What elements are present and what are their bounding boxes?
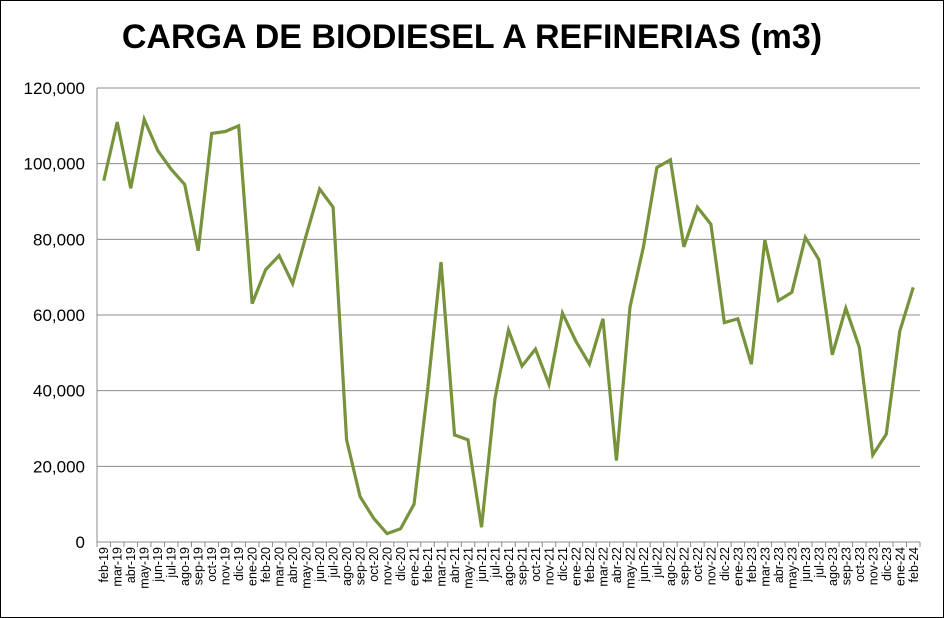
- x-tick-label: may-22: [623, 547, 637, 589]
- x-tick-label: ago-19: [178, 547, 192, 586]
- x-tick-label: may-23: [785, 547, 799, 589]
- x-tick-label: may-20: [300, 547, 314, 589]
- x-tick-label: ene-22: [569, 547, 583, 586]
- x-tick-label: jul-21: [489, 547, 503, 579]
- gridlines: [97, 87, 920, 467]
- x-tick-label: feb-19: [97, 547, 111, 582]
- x-tick-label: jul-23: [812, 547, 826, 579]
- y-tick-label: 60,000: [33, 306, 85, 325]
- x-tick-label: may-19: [138, 547, 152, 589]
- x-tick-label: dic-22: [718, 547, 732, 581]
- x-tick-label: ago-21: [502, 547, 516, 586]
- x-tick-label: oct-19: [205, 547, 219, 582]
- x-tick-label: feb-20: [259, 547, 273, 582]
- x-tick-label: abr-19: [124, 547, 138, 583]
- x-tick-label: jul-20: [327, 547, 341, 579]
- x-tick-label: sep-23: [839, 547, 853, 585]
- x-tick-label: mar-21: [435, 547, 449, 587]
- x-tick-label: abr-23: [772, 547, 786, 583]
- x-tick-label: sep-20: [354, 547, 368, 585]
- x-tick-label: jul-19: [165, 547, 179, 579]
- x-tick-label: ago-23: [826, 547, 840, 586]
- x-tick-label: sep-22: [677, 547, 691, 585]
- y-axis-tick-labels: 0 20,000 40,000 60,000 80,000 100,000 120,000: [24, 79, 85, 552]
- y-tick-label: 40,000: [33, 382, 85, 401]
- x-tick-label: feb-24: [907, 547, 921, 582]
- x-tick-label: nov-21: [542, 547, 556, 585]
- x-tick-label: dic-19: [232, 547, 246, 581]
- series-line: [102, 114, 915, 536]
- x-tick-label: ago-22: [664, 547, 678, 586]
- x-tick-label: jun-19: [151, 547, 165, 583]
- x-tick-label: dic-23: [880, 547, 894, 581]
- x-tick-label: feb-22: [583, 547, 597, 582]
- x-tick-label: oct-23: [853, 547, 867, 582]
- y-tick-label: 80,000: [33, 230, 85, 249]
- x-tick-label: nov-20: [381, 547, 395, 585]
- x-tick-label: nov-19: [219, 547, 233, 585]
- x-tick-label: ene-24: [893, 547, 907, 586]
- y-tick-label: 20,000: [33, 457, 85, 476]
- x-tick-label: jun-22: [637, 547, 651, 583]
- x-tick-label: abr-21: [448, 547, 462, 583]
- x-tick-label: nov-22: [704, 547, 718, 585]
- x-tick-label: jun-20: [313, 547, 327, 583]
- x-tick-label: ene-21: [408, 547, 422, 586]
- x-tick-label: dic-20: [394, 547, 408, 581]
- axes: [96, 88, 921, 547]
- x-tick-label: jun-23: [799, 547, 813, 583]
- x-tick-label: abr-20: [286, 547, 300, 583]
- x-tick-label: jun-21: [475, 547, 489, 583]
- x-tick-label: ene-23: [731, 547, 745, 586]
- y-tick-label: 120,000: [24, 79, 85, 98]
- x-tick-label: oct-21: [529, 547, 543, 582]
- x-tick-label: feb-23: [745, 547, 759, 582]
- x-tick-label: sep-19: [192, 547, 206, 585]
- x-tick-label: sep-21: [515, 547, 529, 585]
- chart-title: CARGA DE BIODIESEL A REFINERIAS (m3): [121, 18, 823, 56]
- x-tick-label: oct-20: [367, 547, 381, 582]
- x-tick-label: nov-23: [866, 547, 880, 585]
- x-tick-label: mar-23: [758, 547, 772, 587]
- y-tick-label: 0: [76, 533, 85, 552]
- x-tick-label: oct-22: [691, 547, 705, 582]
- x-tick-label: mar-19: [111, 547, 125, 587]
- x-tick-label: mar-20: [273, 547, 287, 587]
- x-tick-label: abr-22: [610, 547, 624, 583]
- x-axis-tick-labels: feb-19 mar-19 abr-19 may-19 jun-19 jul-19 ago-…: [97, 547, 921, 589]
- x-tick-label: ago-20: [340, 547, 354, 586]
- x-tick-label: jul-22: [650, 547, 664, 579]
- x-tick-label: may-21: [462, 547, 476, 589]
- x-tick-label: feb-21: [421, 547, 435, 582]
- x-tick-label: dic-21: [556, 547, 570, 581]
- x-tick-label: ene-20: [246, 547, 260, 586]
- x-tick-label: mar-22: [596, 547, 610, 587]
- y-tick-label: 100,000: [24, 155, 85, 174]
- series: [102, 114, 915, 536]
